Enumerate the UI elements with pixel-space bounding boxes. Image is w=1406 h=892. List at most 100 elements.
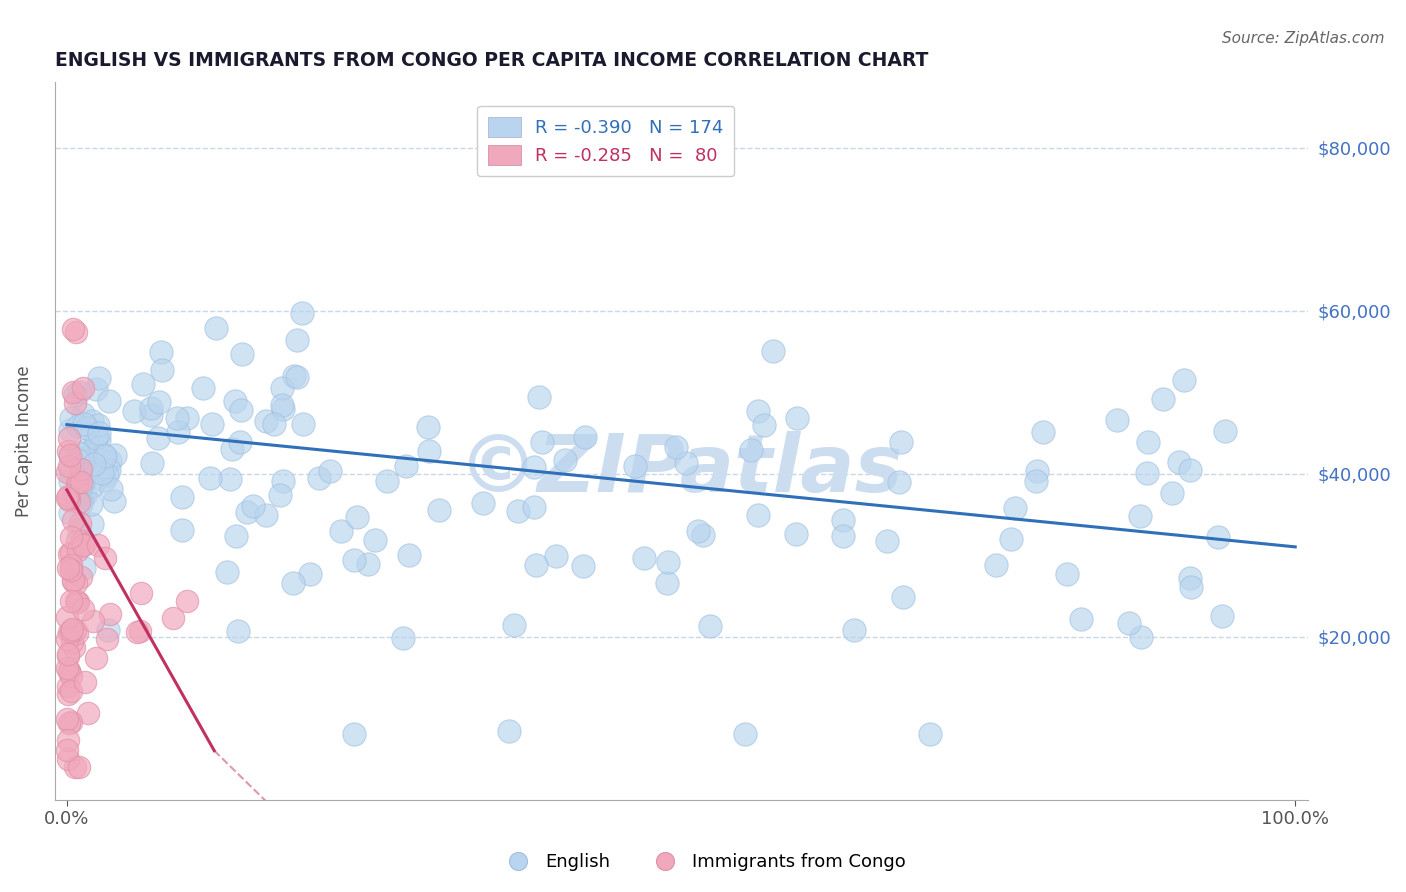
Point xyxy=(1056,566,1078,581)
Point xyxy=(70,496,93,510)
Legend: R = -0.390   N = 174, R = -0.285   N =  80: R = -0.390 N = 174, R = -0.285 N = 80 xyxy=(478,106,734,177)
Point xyxy=(529,390,551,404)
Point xyxy=(58,458,80,473)
Point xyxy=(60,411,83,425)
Point xyxy=(675,456,697,470)
Point xyxy=(831,529,853,543)
Point xyxy=(59,450,82,464)
Point xyxy=(66,533,89,548)
Point xyxy=(87,371,110,385)
Point xyxy=(58,624,80,639)
Point xyxy=(254,414,277,428)
Point xyxy=(56,742,79,756)
Point xyxy=(94,449,117,463)
Point xyxy=(80,497,103,511)
Point xyxy=(508,504,530,518)
Point xyxy=(1173,373,1195,387)
Point xyxy=(984,558,1007,572)
Point xyxy=(56,610,79,624)
Point xyxy=(786,411,808,425)
Point xyxy=(67,475,90,490)
Point xyxy=(70,462,93,476)
Point xyxy=(229,403,252,417)
Point xyxy=(86,651,108,665)
Point xyxy=(82,478,104,492)
Point xyxy=(285,333,308,347)
Point xyxy=(150,362,173,376)
Point xyxy=(72,381,94,395)
Point xyxy=(688,524,710,539)
Point xyxy=(76,421,98,435)
Point xyxy=(633,551,655,566)
Point xyxy=(56,489,79,503)
Point xyxy=(82,414,104,428)
Point xyxy=(67,760,90,774)
Point xyxy=(1000,532,1022,546)
Point xyxy=(471,496,494,510)
Point xyxy=(170,491,193,505)
Point xyxy=(201,417,224,432)
Point xyxy=(87,426,110,441)
Point xyxy=(224,393,246,408)
Point xyxy=(1129,509,1152,524)
Point xyxy=(59,529,82,543)
Point xyxy=(65,325,87,339)
Point xyxy=(1032,425,1054,439)
Point xyxy=(657,555,679,569)
Point xyxy=(1004,500,1026,515)
Point xyxy=(692,528,714,542)
Point xyxy=(60,466,83,480)
Point xyxy=(167,425,190,440)
Point xyxy=(56,632,79,646)
Point xyxy=(60,669,83,683)
Point xyxy=(139,401,162,415)
Point xyxy=(225,529,247,543)
Point xyxy=(298,566,321,581)
Point xyxy=(375,474,398,488)
Point xyxy=(79,459,101,474)
Point xyxy=(1206,530,1229,544)
Point xyxy=(129,585,152,599)
Point xyxy=(844,623,866,637)
Point xyxy=(346,509,368,524)
Point xyxy=(1213,424,1236,438)
Point xyxy=(292,417,315,431)
Point xyxy=(891,590,914,604)
Point xyxy=(1118,615,1140,630)
Point xyxy=(571,559,593,574)
Point xyxy=(62,322,84,336)
Point xyxy=(343,553,366,567)
Point xyxy=(70,491,93,505)
Point xyxy=(58,665,80,679)
Point xyxy=(84,382,107,396)
Point xyxy=(149,344,172,359)
Point xyxy=(271,475,294,489)
Point xyxy=(75,443,97,458)
Point xyxy=(60,714,83,729)
Point xyxy=(87,538,110,552)
Point xyxy=(100,483,122,497)
Point xyxy=(889,435,911,450)
Point xyxy=(65,760,87,774)
Point xyxy=(65,576,87,591)
Point xyxy=(876,533,898,548)
Point xyxy=(200,471,222,485)
Point xyxy=(83,457,105,471)
Point xyxy=(544,549,567,563)
Point xyxy=(176,411,198,425)
Point xyxy=(418,443,440,458)
Point xyxy=(59,563,82,577)
Point xyxy=(215,565,238,579)
Point xyxy=(1025,474,1047,488)
Point xyxy=(73,674,96,689)
Point xyxy=(60,594,83,608)
Point xyxy=(740,443,762,458)
Point xyxy=(97,393,120,408)
Point xyxy=(59,563,82,577)
Point xyxy=(398,548,420,562)
Point xyxy=(56,466,79,480)
Point xyxy=(67,419,90,434)
Point xyxy=(59,546,82,560)
Point xyxy=(205,321,228,335)
Point xyxy=(58,547,80,561)
